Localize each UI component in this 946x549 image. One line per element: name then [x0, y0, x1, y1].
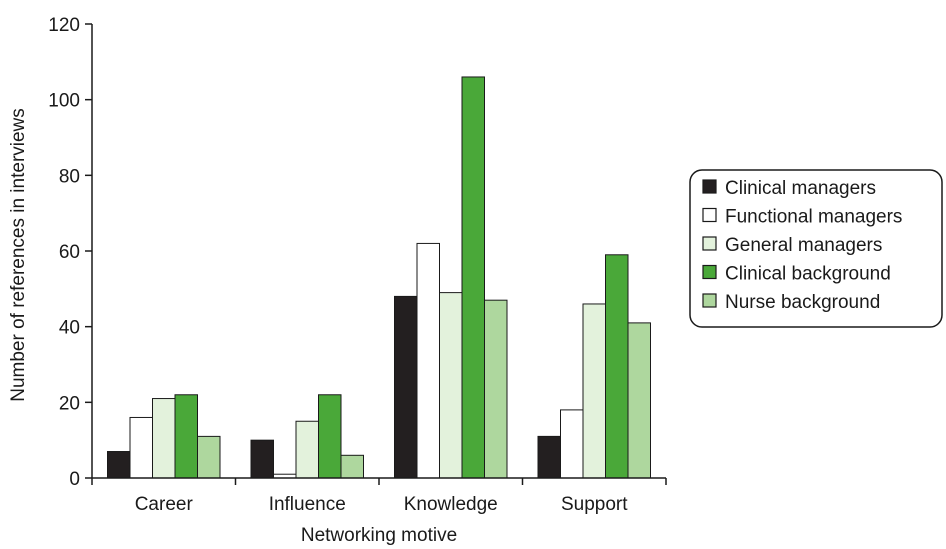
y-tick-label: 20: [59, 393, 80, 414]
bar-support-clinical-managers: [537, 435, 561, 479]
y-tick-label: 60: [59, 242, 80, 263]
bar-knowledge-general-managers: [439, 292, 463, 479]
y-tick-label: 40: [59, 318, 80, 339]
y-tick-label: 80: [59, 166, 80, 187]
bar-career-clinical-managers: [107, 451, 131, 479]
x-tick-label: Career: [135, 494, 194, 515]
legend-swatch: [702, 264, 717, 280]
bar-career-general-managers: [152, 398, 176, 479]
bar-support-nurse-background: [627, 322, 651, 479]
legend-box: [689, 169, 943, 328]
bar-support-functional-managers: [560, 409, 584, 479]
x-tick-label: Support: [561, 494, 628, 515]
legend-label: Clinical background: [725, 264, 891, 285]
legend: Clinical managers Functional managers Gene…: [689, 169, 943, 328]
y-tick-label: 100: [48, 91, 80, 112]
y-tick-label: 0: [69, 469, 80, 490]
bar-career-functional-managers: [129, 416, 153, 479]
legend-swatch: [702, 179, 717, 194]
legend-label: Clinical managers: [725, 178, 876, 199]
y-tick-label: 120: [48, 15, 80, 36]
bar-support-clinical-background: [605, 254, 629, 479]
bars: [107, 76, 651, 479]
legend-swatch: [702, 236, 717, 251]
x-axis-title: Networking motive: [301, 525, 457, 546]
bar-knowledge-functional-managers: [416, 242, 440, 479]
bar-influence-general-managers: [295, 420, 319, 479]
legend-label: Nurse background: [725, 292, 880, 313]
y-axis-title: Number of references in interviews: [8, 108, 29, 402]
bar-influence-clinical-managers: [250, 439, 274, 479]
bar-knowledge-clinical-managers: [394, 295, 418, 479]
bar-career-nurse-background: [197, 435, 221, 479]
bar-influence-clinical-background: [318, 394, 342, 479]
bar-career-clinical-background: [174, 394, 198, 479]
legend-swatch: [702, 207, 717, 223]
legend-swatch: [702, 293, 717, 308]
legend-label: General managers: [725, 235, 882, 256]
bar-knowledge-nurse-background: [484, 299, 508, 479]
x-tick-label: Influence: [269, 494, 346, 515]
x-axis-ticks: Career Influence Knowledge Support: [91, 478, 667, 515]
legend-label: Functional managers: [725, 207, 902, 228]
bar-knowledge-clinical-background: [461, 76, 485, 479]
y-axis-ticks: 0 20 40 60 80 100 120: [48, 15, 92, 490]
x-tick-label: Knowledge: [404, 494, 498, 515]
bar-support-general-managers: [582, 303, 606, 479]
bar-influence-nurse-background: [340, 454, 364, 479]
